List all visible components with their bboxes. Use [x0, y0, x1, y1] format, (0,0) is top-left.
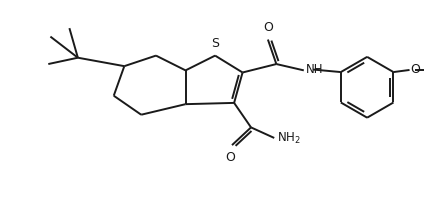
Text: O: O — [225, 151, 235, 164]
Text: NH: NH — [306, 63, 323, 76]
Text: NH$_2$: NH$_2$ — [277, 130, 301, 145]
Text: O: O — [410, 63, 420, 76]
Text: S: S — [211, 37, 219, 50]
Text: O: O — [263, 21, 273, 34]
